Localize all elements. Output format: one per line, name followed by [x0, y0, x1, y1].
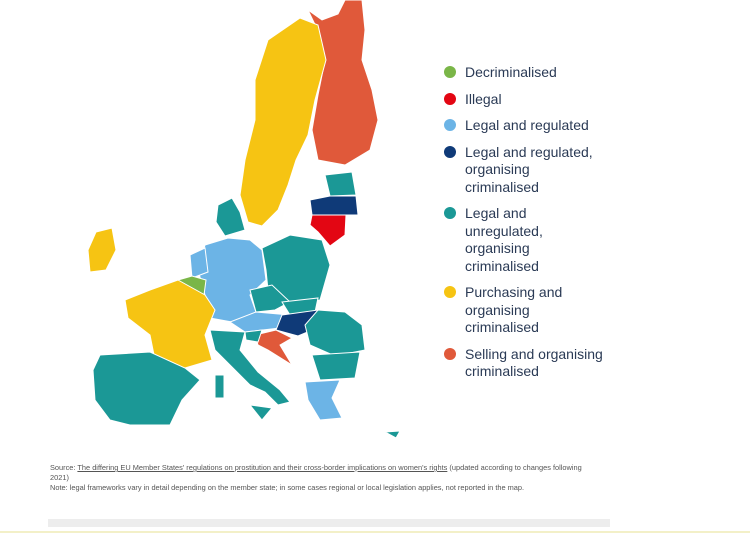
legend: Decriminalised Illegal Legal and regulated… — [444, 64, 619, 390]
source-note: Source: The differing EU Member States' … — [50, 463, 595, 493]
page-edge — [0, 531, 750, 533]
greece — [304, 379, 343, 421]
legend-label: Legal and regulated — [465, 117, 589, 133]
legend-dot — [444, 66, 456, 78]
denmark — [215, 197, 246, 237]
romania — [304, 309, 366, 357]
source-link[interactable]: The differing EU Member States' regulati… — [77, 463, 448, 472]
legend-item: Selling and organising criminalised — [444, 346, 619, 381]
scroll-bar — [48, 519, 610, 527]
legend-label: Purchasing and organising criminalised — [465, 284, 563, 335]
iberia — [92, 351, 201, 426]
poland — [261, 234, 331, 303]
legend-label: Selling and organising criminalised — [465, 345, 603, 380]
bulgaria — [311, 351, 361, 381]
sweden — [239, 17, 327, 227]
legend-label: Legal and unregulated, organising crimin… — [465, 205, 543, 274]
latvia — [309, 195, 359, 216]
legend-label: Illegal — [465, 90, 502, 107]
legend-item: Legal and regulated — [444, 117, 619, 135]
croatia — [254, 329, 294, 366]
estonia — [324, 171, 357, 197]
czechia — [249, 284, 291, 313]
legend-label: Legal and regulated, organising criminal… — [465, 143, 593, 195]
legend-item: Purchasing and organising criminalised — [444, 284, 619, 337]
source-suffix: (updated according to changes following … — [50, 463, 582, 482]
legend-dot — [444, 207, 456, 219]
ireland — [87, 227, 117, 273]
legend-item: Illegal — [444, 91, 619, 109]
legend-dot — [444, 286, 456, 298]
italy — [209, 329, 291, 406]
legend-dot — [444, 145, 456, 158]
legend-item: Legal and regulated, organising criminal… — [444, 144, 619, 197]
netherlands — [189, 247, 209, 279]
europe-map — [87, 0, 401, 439]
france — [124, 279, 216, 369]
source: Source: The differing EU Member States' … — [50, 463, 595, 483]
legend-dot — [444, 119, 456, 131]
finland — [307, 0, 379, 166]
legend-item: Legal and unregulated, organising crimin… — [444, 205, 619, 275]
sardinia — [214, 374, 225, 399]
slovenia — [244, 329, 263, 343]
legend-item: Decriminalised — [444, 64, 619, 82]
note: Note: legal frameworks vary in detail de… — [50, 483, 525, 492]
legend-label: Decriminalised — [465, 64, 557, 80]
lithuania — [309, 214, 347, 247]
sicily — [248, 404, 273, 421]
legend-dot — [444, 347, 456, 360]
source-prefix: Source: — [50, 463, 76, 472]
cyprus — [383, 430, 401, 439]
legend-dot — [444, 92, 456, 105]
